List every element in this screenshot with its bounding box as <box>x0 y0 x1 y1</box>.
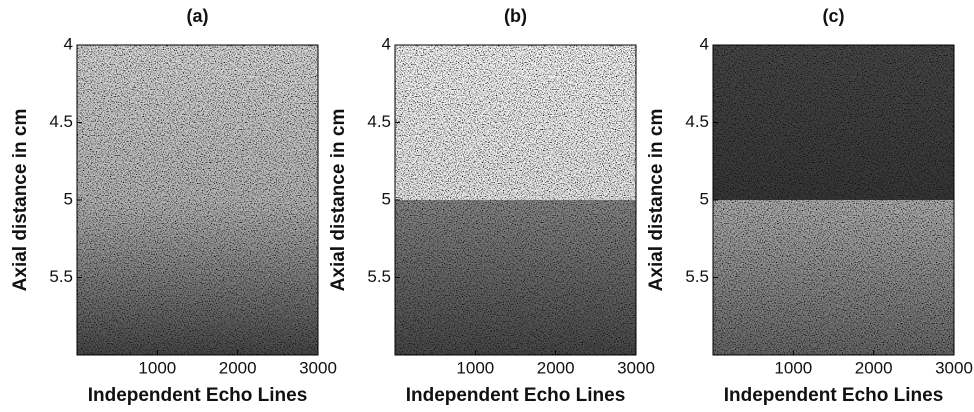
y-tick-label: 5 <box>64 189 73 208</box>
x-tick-label: 2000 <box>537 358 575 377</box>
x-axis-label: Independent Echo Lines <box>88 385 308 406</box>
intensity-overlay <box>395 45 636 355</box>
x-tick-label: 1000 <box>138 358 176 377</box>
intensity-overlay <box>77 45 318 355</box>
x-tick-label: 3000 <box>617 358 655 377</box>
x-tick-label: 1000 <box>774 358 812 377</box>
x-tick-label: 3000 <box>935 358 973 377</box>
y-tick-label: 4.5 <box>367 112 391 131</box>
y-tick-label: 4 <box>382 34 391 53</box>
y-tick-label: 4.5 <box>49 112 73 131</box>
y-tick-label: 5.5 <box>367 267 391 286</box>
y-axis-label: Axial distance in cm <box>328 109 349 292</box>
y-tick-label: 5 <box>700 189 709 208</box>
y-tick-label: 5.5 <box>685 267 709 286</box>
intensity-overlay <box>713 45 954 355</box>
x-tick-label: 2000 <box>219 358 257 377</box>
x-tick-label: 2000 <box>855 358 893 377</box>
y-tick-label: 5 <box>382 189 391 208</box>
x-axis-label: Independent Echo Lines <box>724 385 944 406</box>
panel-title: (c) <box>823 6 845 26</box>
y-axis-label: Axial distance in cm <box>10 109 31 292</box>
y-axis-label: Axial distance in cm <box>646 109 667 292</box>
x-tick-label: 3000 <box>299 358 337 377</box>
panel-title: (b) <box>504 6 527 26</box>
y-tick-label: 5.5 <box>49 267 73 286</box>
y-tick-label: 4 <box>700 34 709 53</box>
y-tick-label: 4.5 <box>685 112 709 131</box>
x-axis-label: Independent Echo Lines <box>406 385 626 406</box>
x-tick-label: 1000 <box>456 358 494 377</box>
panel-title: (a) <box>187 6 209 26</box>
y-tick-label: 4 <box>64 34 73 53</box>
